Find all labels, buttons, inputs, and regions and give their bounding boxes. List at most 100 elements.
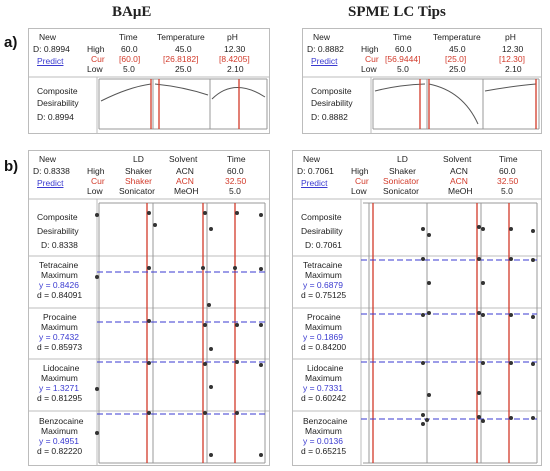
section-tag-a: a) — [4, 34, 18, 51]
data-point — [427, 281, 431, 285]
curve-time — [374, 83, 426, 92]
factor-low-solvent: MeOH — [448, 186, 473, 196]
predict-link[interactable]: Predict — [301, 178, 328, 188]
data-point — [259, 213, 263, 217]
cur-label: Cur — [91, 54, 105, 64]
data-point — [425, 418, 429, 422]
response-y: y = 0.6879 — [303, 280, 343, 290]
data-point — [427, 233, 431, 237]
factor-high-solvent: ACN — [176, 166, 194, 176]
curve-temperature — [154, 83, 209, 96]
factor-high-ph: 12.30 — [502, 44, 524, 54]
new-label: New — [39, 154, 57, 164]
low-label: Low — [87, 64, 103, 74]
curve-ph — [211, 87, 266, 100]
factor-name-ph: pH — [505, 32, 516, 42]
data-point — [477, 257, 481, 261]
response-d: d = 0.60242 — [301, 393, 347, 403]
factor-high-ld: Shaker — [389, 166, 416, 176]
data-point — [477, 415, 481, 419]
factor-high-solvent: ACN — [450, 166, 468, 176]
data-point — [147, 411, 151, 415]
new-label: New — [313, 32, 331, 42]
data-point — [427, 311, 431, 315]
data-point — [477, 225, 481, 229]
data-point — [203, 323, 207, 327]
cur-label: Cur — [365, 54, 379, 64]
data-point — [421, 413, 425, 417]
response-y: y = 0.7331 — [303, 383, 343, 393]
data-point — [531, 416, 535, 420]
composite-d: D: 0.8338 — [41, 240, 78, 250]
factor-cur-time: [56.9444] — [385, 54, 421, 64]
data-point — [95, 213, 99, 217]
response-name: Benzocaine — [39, 416, 84, 426]
data-point — [235, 323, 239, 327]
data-point — [509, 416, 513, 420]
data-point — [209, 227, 213, 231]
panel-b-right: New D: 0.7061 Predict High Cur Low LD Sh… — [292, 150, 542, 466]
composite-label-2: Desirability — [37, 98, 79, 108]
cur-label: Cur — [91, 176, 105, 186]
factor-cur-solvent: ACN — [176, 176, 194, 186]
factor-cur-ld: Shaker — [125, 176, 152, 186]
composite-label-2: Desirability — [311, 98, 353, 108]
response-d: d = 0.75125 — [301, 290, 347, 300]
data-point — [209, 385, 213, 389]
composite-label-1: Composite — [311, 86, 352, 96]
data-point — [509, 313, 513, 317]
data-point — [427, 393, 431, 397]
response-goal: Maximum — [305, 270, 342, 280]
data-point — [259, 363, 263, 367]
factor-low-temperature: 25.0 — [175, 64, 192, 74]
d-value-bottom: D: 0.8994 — [37, 112, 74, 122]
response-d: d = 0.84091 — [37, 290, 83, 300]
predict-link[interactable]: Predict — [37, 178, 64, 188]
d-value-top: D: 0.7061 — [297, 166, 334, 176]
d-value-top: D: 0.8882 — [307, 44, 344, 54]
response-goal: Maximum — [41, 322, 78, 332]
response-y: y = 1.3271 — [39, 383, 79, 393]
factor-low-ph: 2.10 — [505, 64, 522, 74]
factor-low-time: 5.0 — [501, 186, 513, 196]
response-y: y = 0.0136 — [303, 436, 343, 446]
data-point — [233, 266, 237, 270]
data-point — [481, 419, 485, 423]
factor-name-ld: LD — [133, 154, 144, 164]
response-d: d = 0.84200 — [301, 342, 347, 352]
data-point — [421, 422, 425, 426]
predict-link[interactable]: Predict — [311, 56, 338, 66]
response-name: Lidocaine — [43, 363, 80, 373]
factor-low-time: 5.0 — [229, 186, 241, 196]
response-goal: Maximum — [41, 373, 78, 383]
data-point — [509, 361, 513, 365]
composite-label-2: Desirability — [301, 226, 343, 236]
factor-high-ld: Shaker — [125, 166, 152, 176]
data-point — [531, 258, 535, 262]
composite-d: D: 0.7061 — [305, 240, 342, 250]
data-point — [153, 223, 157, 227]
response-d: d = 0.81295 — [37, 393, 83, 403]
plot-b-left — [29, 198, 269, 465]
factor-cur-temperature: [25.0] — [445, 54, 467, 64]
composite-label-1: Composite — [37, 212, 78, 222]
factor-name-solvent: Solvent — [169, 154, 198, 164]
response-y: y = 0.4951 — [39, 436, 79, 446]
response-d: d = 0.65215 — [301, 446, 347, 456]
data-point — [421, 313, 425, 317]
curve-ph — [484, 83, 537, 92]
data-point — [531, 315, 535, 319]
data-point — [481, 281, 485, 285]
data-point — [147, 319, 151, 323]
predict-link[interactable]: Predict — [37, 56, 64, 66]
plot-a-right — [303, 76, 541, 133]
response-y: y = 0.1869 — [303, 332, 343, 342]
response-name: Procaine — [43, 312, 77, 322]
factor-cur-ph: [8.4205] — [219, 54, 250, 64]
cur-label: Cur — [355, 176, 369, 186]
panel-b-left: New D: 0.8338 Predict High Cur Low LD Sh… — [28, 150, 270, 466]
curve-temperature — [428, 83, 479, 125]
new-label: New — [39, 32, 57, 42]
factor-cur-ld: Sonicator — [383, 176, 419, 186]
data-point — [203, 362, 207, 366]
